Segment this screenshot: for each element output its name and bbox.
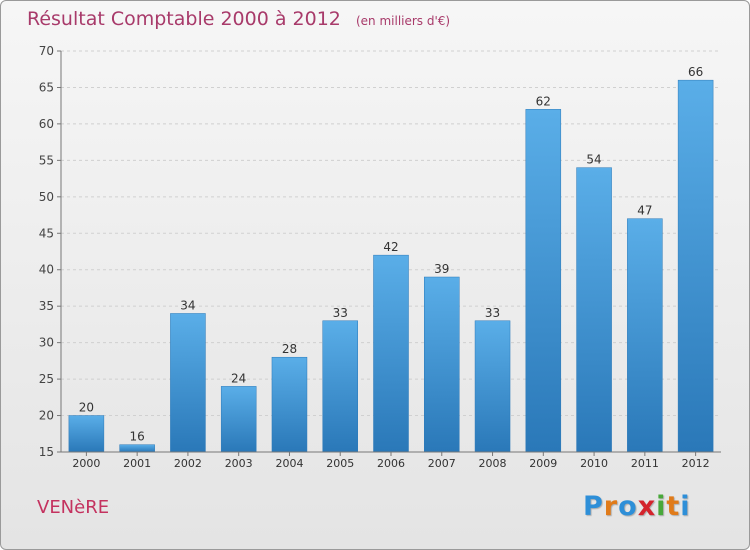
y-tick-label: 55 <box>39 153 54 167</box>
bars: 20 16 34 24 28 33 42 39 33 62 54 47 66 <box>68 65 714 453</box>
logo-letter: i <box>680 491 691 522</box>
bar-2009 <box>525 109 562 453</box>
bar-2000 <box>68 415 105 453</box>
logo-letter: r <box>603 491 619 522</box>
title-row: Résultat Comptable 2000 à 2012 (en milli… <box>27 8 450 30</box>
x-tick-label: 2006 <box>377 457 405 470</box>
x-tick-label: 2011 <box>631 457 659 470</box>
y-tick-label: 15 <box>39 445 54 459</box>
chart-unit: (en milliers d'€) <box>355 14 451 28</box>
bar-value-label: 62 <box>536 94 551 108</box>
x-tick-label: 2012 <box>682 457 710 470</box>
bar-value-label: 39 <box>434 262 449 276</box>
bar-value-label: 66 <box>688 65 703 79</box>
y-tick-label: 60 <box>39 117 54 131</box>
bar-2001 <box>119 444 155 453</box>
x-tick-label: 2001 <box>123 457 151 470</box>
bar-2006 <box>373 254 409 453</box>
bar-2004 <box>271 356 308 453</box>
y-tick-label: 70 <box>39 44 54 58</box>
x-tick-label: 2000 <box>72 457 100 470</box>
proxiti-logo[interactable]: Proxiti <box>583 491 691 522</box>
y-tick-label: 20 <box>39 409 54 423</box>
x-tick-label: 2005 <box>326 457 354 470</box>
logo-letter: i <box>656 491 667 522</box>
y-tick-label: 30 <box>39 336 54 350</box>
x-tick-label: 2007 <box>428 457 456 470</box>
bar-value-label: 24 <box>231 371 246 385</box>
bar-2010 <box>576 167 612 453</box>
x-axis: 2000 2001 2002 2003 2004 2005 2006 2007 2008 2009… <box>61 451 721 470</box>
bar-value-label: 20 <box>79 401 94 415</box>
y-tick-label: 65 <box>39 80 54 94</box>
y-tick-label: 50 <box>39 190 54 204</box>
commune-name: VENèRE <box>37 497 110 518</box>
bar-2008 <box>474 320 511 453</box>
y-axis: 15 20 25 30 35 40 45 50 55 60 65 70 <box>39 44 62 459</box>
bar-value-label: 34 <box>180 298 195 312</box>
bar-2003 <box>220 386 257 453</box>
bar-2007 <box>424 276 460 453</box>
bar-value-label: 47 <box>637 204 652 218</box>
bar-2005 <box>322 320 358 453</box>
logo-letter: P <box>583 491 604 522</box>
x-tick-label: 2004 <box>275 457 303 470</box>
x-tick-label: 2009 <box>529 457 557 470</box>
logo-letter: x <box>637 491 657 522</box>
x-tick-label: 2008 <box>479 457 507 470</box>
logo-letter: t <box>666 491 681 522</box>
bar-2011 <box>627 218 663 453</box>
bar-value-label: 54 <box>586 153 601 167</box>
bar-value-label: 28 <box>282 342 297 356</box>
x-tick-label: 2003 <box>225 457 253 470</box>
y-tick-label: 35 <box>39 299 54 313</box>
bar-value-label: 16 <box>130 430 145 444</box>
chart-title: Résultat Comptable 2000 à 2012 <box>27 8 341 30</box>
x-tick-label: 2002 <box>174 457 202 470</box>
bar-value-label: 33 <box>333 306 348 320</box>
x-tick-label: 2010 <box>580 457 608 470</box>
y-tick-label: 25 <box>39 372 54 386</box>
logo-letter: o <box>618 491 638 522</box>
y-tick-label: 40 <box>39 263 54 277</box>
y-tick-label: 45 <box>39 226 54 240</box>
bar-2002 <box>170 313 206 453</box>
bar-value-label: 33 <box>485 306 500 320</box>
bar-value-label: 42 <box>383 240 398 254</box>
bar-2012 <box>677 79 714 453</box>
